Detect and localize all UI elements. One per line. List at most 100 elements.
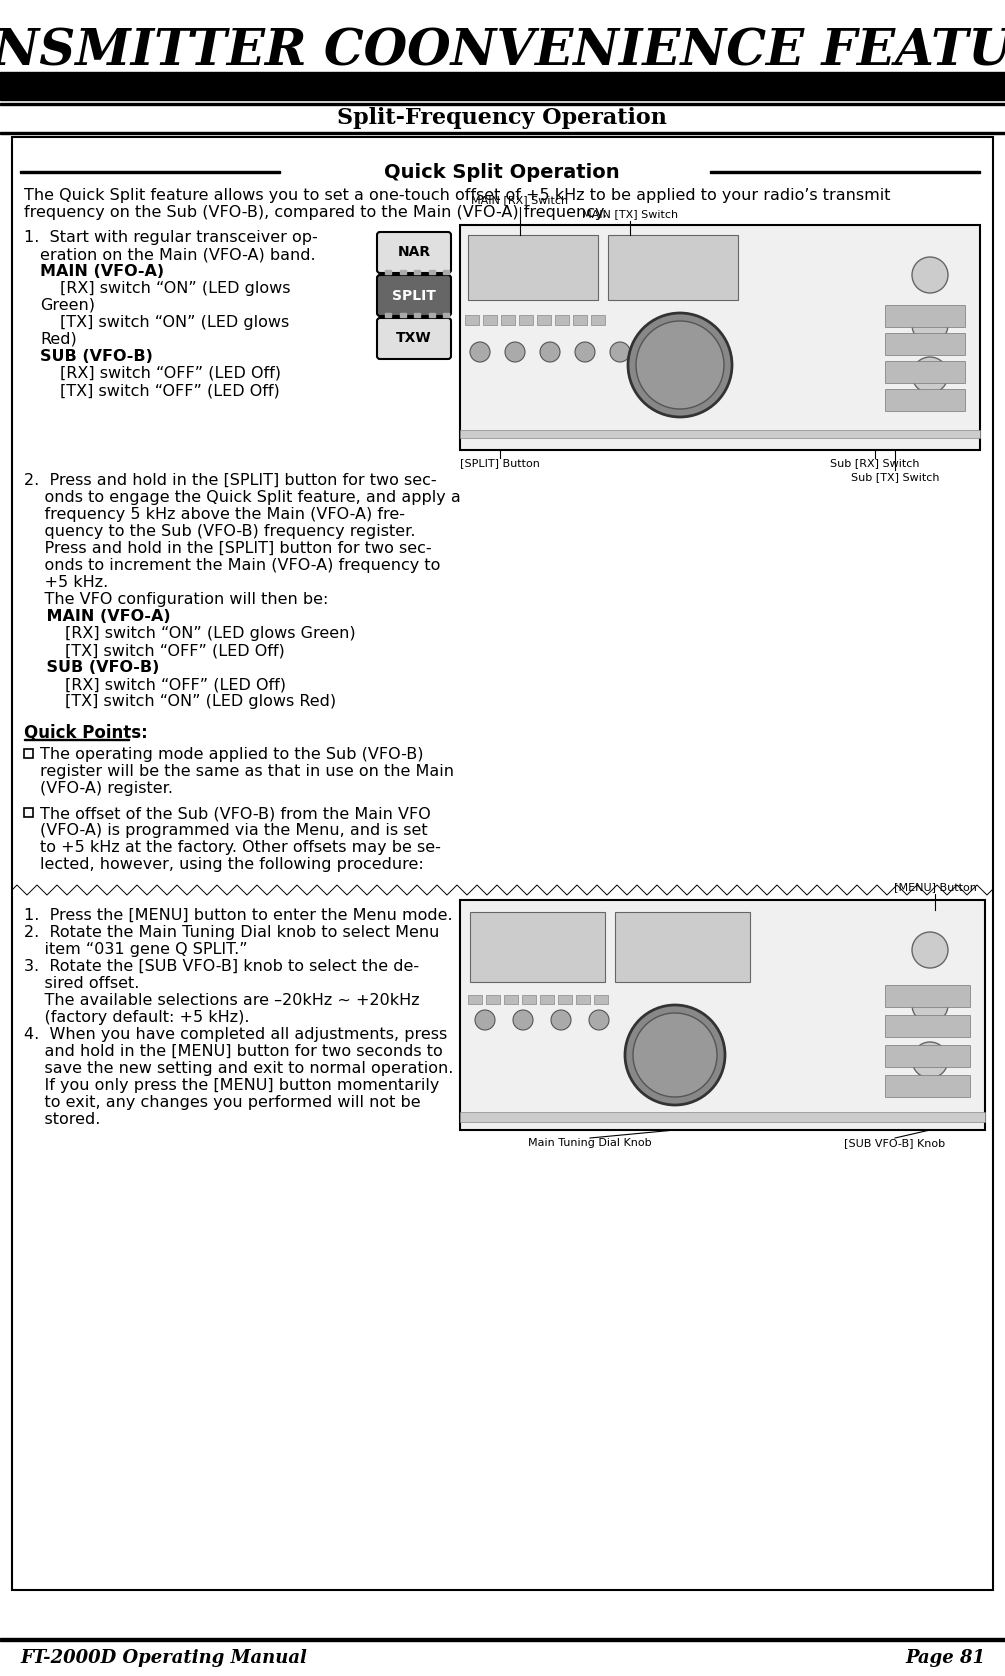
Text: [RX] switch “ON” (LED glows Green): [RX] switch “ON” (LED glows Green) xyxy=(24,627,356,640)
Bar xyxy=(414,313,420,317)
Text: [MENU] Button: [MENU] Button xyxy=(893,882,977,892)
Circle shape xyxy=(628,313,732,417)
Bar xyxy=(540,996,554,1004)
Text: lected, however, using the following procedure:: lected, however, using the following pro… xyxy=(40,856,424,872)
Text: MAIN (VFO-A): MAIN (VFO-A) xyxy=(40,265,164,278)
Bar xyxy=(573,315,587,325)
Text: 4.  When you have completed all adjustments, press: 4. When you have completed all adjustmen… xyxy=(24,1027,447,1042)
Text: item “031 gene Q SPLIT.”: item “031 gene Q SPLIT.” xyxy=(24,942,247,957)
Bar xyxy=(428,313,434,317)
Text: eration on the Main (VFO-A) band.: eration on the Main (VFO-A) band. xyxy=(40,246,316,261)
Text: NAR: NAR xyxy=(397,245,430,260)
Bar xyxy=(483,315,497,325)
Circle shape xyxy=(610,342,630,362)
Bar xyxy=(443,270,449,273)
Bar xyxy=(0,72,1005,101)
Bar xyxy=(885,360,965,384)
Text: [TX] switch “ON” (LED glows Red): [TX] switch “ON” (LED glows Red) xyxy=(24,694,336,709)
Text: FT-2000D Operating Manual: FT-2000D Operating Manual xyxy=(20,1649,307,1668)
Text: TRANSMITTER COONVENIENCE FEATURES: TRANSMITTER COONVENIENCE FEATURES xyxy=(0,27,1005,77)
Text: SPLIT: SPLIT xyxy=(392,288,436,302)
Circle shape xyxy=(505,342,525,362)
Bar xyxy=(468,996,482,1004)
Circle shape xyxy=(912,357,948,392)
Text: Sub [RX] Switch: Sub [RX] Switch xyxy=(830,458,920,468)
Text: [SUB VFO-B] Knob: [SUB VFO-B] Knob xyxy=(844,1138,946,1148)
Text: MAIN [TX] Switch: MAIN [TX] Switch xyxy=(582,210,678,220)
Circle shape xyxy=(912,307,948,344)
Text: The Quick Split feature allows you to set a one-touch offset of +5 kHz to be app: The Quick Split feature allows you to se… xyxy=(24,188,890,203)
Bar xyxy=(486,996,500,1004)
Text: register will be the same as that in use on the Main: register will be the same as that in use… xyxy=(40,764,454,779)
Text: sired offset.: sired offset. xyxy=(24,975,140,991)
Bar xyxy=(594,996,608,1004)
Text: 1.  Press the [MENU] button to enter the Menu mode.: 1. Press the [MENU] button to enter the … xyxy=(24,908,452,923)
Bar xyxy=(460,431,980,437)
Text: Press and hold in the [SPLIT] button for two sec-: Press and hold in the [SPLIT] button for… xyxy=(24,541,431,556)
Text: 2.  Press and hold in the [SPLIT] button for two sec-: 2. Press and hold in the [SPLIT] button … xyxy=(24,473,436,488)
FancyBboxPatch shape xyxy=(377,275,451,317)
Circle shape xyxy=(540,342,560,362)
Bar xyxy=(0,1637,1005,1641)
Text: to exit, any changes you performed will not be: to exit, any changes you performed will … xyxy=(24,1094,421,1110)
Text: SUB (VFO-B): SUB (VFO-B) xyxy=(40,349,153,364)
Text: The offset of the Sub (VFO-B) from the Main VFO: The offset of the Sub (VFO-B) from the M… xyxy=(40,806,431,821)
Text: [TX] switch “ON” (LED glows: [TX] switch “ON” (LED glows xyxy=(60,315,289,330)
FancyBboxPatch shape xyxy=(377,318,451,359)
Text: Page 81: Page 81 xyxy=(904,1649,985,1668)
Text: to +5 kHz at the factory. Other offsets may be se-: to +5 kHz at the factory. Other offsets … xyxy=(40,840,441,855)
Text: (VFO-A) register.: (VFO-A) register. xyxy=(40,781,173,796)
Bar xyxy=(460,1111,985,1121)
Text: 3.  Rotate the [SUB VFO-B] knob to select the de-: 3. Rotate the [SUB VFO-B] knob to select… xyxy=(24,959,419,974)
Text: TXW: TXW xyxy=(396,332,432,345)
FancyBboxPatch shape xyxy=(377,231,451,273)
Bar xyxy=(591,315,605,325)
Circle shape xyxy=(513,1011,533,1031)
Text: Sub [TX] Switch: Sub [TX] Switch xyxy=(851,473,940,483)
Bar xyxy=(468,235,598,300)
Bar xyxy=(470,912,605,982)
Bar xyxy=(12,137,993,1591)
Text: 2.  Rotate the Main Tuning Dial knob to select Menu: 2. Rotate the Main Tuning Dial knob to s… xyxy=(24,925,439,940)
Text: onds to engage the Quick Split feature, and apply a: onds to engage the Quick Split feature, … xyxy=(24,489,460,504)
Circle shape xyxy=(551,1011,571,1031)
Circle shape xyxy=(912,1042,948,1078)
Bar xyxy=(885,1074,970,1098)
Bar xyxy=(460,225,980,449)
Text: SUB (VFO-B): SUB (VFO-B) xyxy=(24,660,160,675)
Circle shape xyxy=(475,1011,495,1031)
Bar xyxy=(385,313,391,317)
Text: save the new setting and exit to normal operation.: save the new setting and exit to normal … xyxy=(24,1061,453,1076)
Bar xyxy=(615,912,750,982)
Text: and hold in the [MENU] button for two seconds to: and hold in the [MENU] button for two se… xyxy=(24,1044,443,1059)
Text: [TX] switch “OFF” (LED Off): [TX] switch “OFF” (LED Off) xyxy=(24,644,284,659)
Text: quency to the Sub (VFO-B) frequency register.: quency to the Sub (VFO-B) frequency regi… xyxy=(24,525,415,540)
Bar xyxy=(0,102,1005,106)
Bar xyxy=(537,315,551,325)
Bar xyxy=(24,808,33,816)
Bar xyxy=(519,315,533,325)
Circle shape xyxy=(589,1011,609,1031)
Bar xyxy=(504,996,518,1004)
Text: The operating mode applied to the Sub (VFO-B): The operating mode applied to the Sub (V… xyxy=(40,747,423,763)
Text: If you only press the [MENU] button momentarily: If you only press the [MENU] button mome… xyxy=(24,1078,439,1093)
Text: (VFO-A) is programmed via the Menu, and is set: (VFO-A) is programmed via the Menu, and … xyxy=(40,823,427,838)
Text: stored.: stored. xyxy=(24,1111,101,1126)
Text: Split-Frequency Operation: Split-Frequency Operation xyxy=(337,107,667,129)
Circle shape xyxy=(470,342,490,362)
Bar xyxy=(443,313,449,317)
Text: [RX] switch “OFF” (LED Off): [RX] switch “OFF” (LED Off) xyxy=(60,365,281,380)
Text: (factory default: +5 kHz).: (factory default: +5 kHz). xyxy=(24,1011,249,1026)
Text: +5 kHz.: +5 kHz. xyxy=(24,575,109,590)
Circle shape xyxy=(912,987,948,1022)
Bar xyxy=(558,996,572,1004)
Text: MAIN [RX] Switch: MAIN [RX] Switch xyxy=(471,194,569,204)
Text: Quick Points:: Quick Points: xyxy=(24,722,148,741)
Text: Quick Split Operation: Quick Split Operation xyxy=(384,163,620,183)
Bar xyxy=(20,171,280,173)
Circle shape xyxy=(912,256,948,293)
Bar xyxy=(885,1046,970,1068)
Circle shape xyxy=(636,322,724,409)
Text: The VFO configuration will then be:: The VFO configuration will then be: xyxy=(24,592,329,607)
Bar xyxy=(885,389,965,411)
